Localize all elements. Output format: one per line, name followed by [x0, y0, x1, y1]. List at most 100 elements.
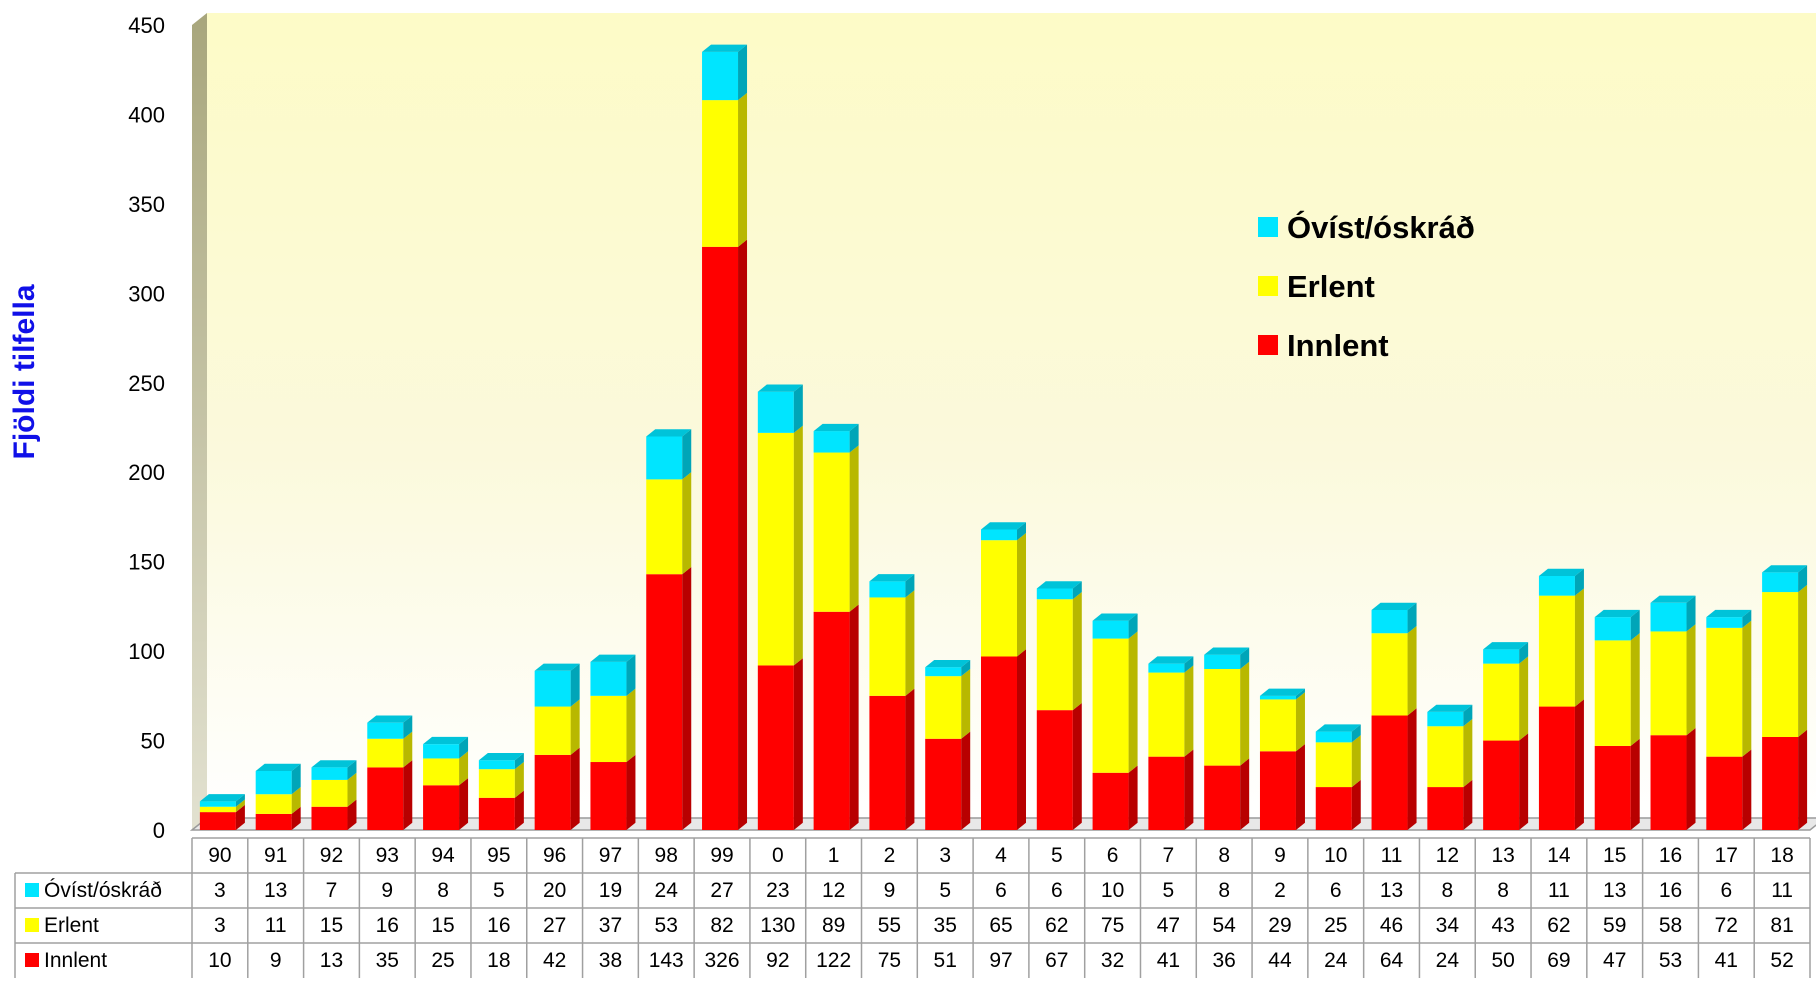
y-tick-label: 0 — [153, 818, 165, 843]
table-value: 82 — [710, 914, 733, 937]
bar-segment — [1036, 710, 1073, 830]
bar-segment-top — [813, 423, 859, 432]
table-value: 58 — [1659, 914, 1682, 937]
bar-segment — [981, 540, 1017, 657]
bar-segment — [590, 762, 627, 830]
table-value: 122 — [816, 949, 851, 972]
side-wall — [192, 13, 207, 830]
table-value: 44 — [1268, 949, 1292, 972]
bar-segment-side — [1240, 661, 1250, 766]
bar-segment-side — [403, 760, 413, 830]
table-value: 69 — [1547, 949, 1570, 972]
bar-stack — [1706, 609, 1752, 830]
table-value: 15 — [320, 914, 343, 937]
table-value: 16 — [1659, 879, 1682, 902]
bar-stack — [255, 763, 301, 830]
legend-swatch — [1258, 276, 1278, 296]
bar-stack — [1594, 609, 1640, 830]
bar-segment — [478, 760, 515, 770]
table-value: 12 — [822, 879, 845, 902]
bar-segment — [1315, 787, 1352, 830]
bar-segment-side — [1463, 779, 1473, 830]
table-value: 8 — [1497, 879, 1509, 902]
table-category: 91 — [264, 844, 287, 867]
bar-stack — [702, 44, 748, 831]
bar-segment-side — [626, 688, 636, 763]
table-value: 51 — [934, 949, 957, 972]
bar-stack — [1371, 602, 1417, 830]
bar-segment-side — [1463, 719, 1473, 788]
bar-segment-top — [925, 660, 971, 668]
bar-segment — [702, 51, 739, 101]
table-value: 52 — [1770, 949, 1793, 972]
bar-segment — [1706, 756, 1743, 830]
bar-segment — [1259, 699, 1296, 752]
table-value: 11 — [265, 914, 287, 937]
bar-segment — [534, 670, 571, 707]
bar-segment-side — [1798, 584, 1808, 737]
table-value: 6 — [1330, 879, 1342, 902]
table-value: 16 — [376, 914, 399, 937]
bars — [199, 44, 1808, 831]
bar-stack — [478, 753, 524, 830]
legend-label: Innlent — [1287, 328, 1389, 363]
bar-segment — [757, 432, 794, 666]
table-value: 7 — [326, 879, 338, 902]
bar-segment-side — [570, 699, 580, 755]
bar-stack — [1259, 688, 1305, 830]
bar-segment-side — [1072, 581, 1082, 600]
bar-segment-side — [1184, 749, 1194, 830]
table-category: 5 — [1051, 844, 1063, 867]
bar-segment-side — [1742, 609, 1752, 628]
bar-segment — [199, 806, 236, 813]
bar-segment-side — [570, 663, 580, 707]
table-value: 29 — [1268, 914, 1291, 937]
bar-segment — [590, 695, 627, 763]
bar-segment-top — [534, 663, 580, 671]
bar-stack — [534, 663, 580, 830]
bar-segment-side — [403, 715, 413, 739]
bar-segment — [1204, 669, 1241, 766]
bar-segment — [1538, 706, 1575, 830]
bar-segment — [199, 801, 236, 807]
bar-segment — [646, 436, 683, 480]
bar-segment — [702, 246, 739, 831]
y-tick-label: 300 — [128, 281, 165, 306]
bar-segment-top — [1036, 581, 1082, 589]
table-value: 3 — [214, 914, 226, 937]
legend: Óvíst/óskráð Erlent Innlent — [1258, 209, 1475, 363]
table-value: 20 — [543, 879, 566, 902]
bar-segment-side — [1295, 744, 1305, 830]
table-category: 99 — [710, 844, 733, 867]
table-category: 98 — [655, 844, 678, 867]
bar-segment-top — [1148, 656, 1194, 664]
bar-stack — [1148, 656, 1194, 830]
bar-segment — [478, 769, 515, 798]
bar-segment-side — [1574, 588, 1584, 707]
bar-segment-side — [738, 239, 748, 831]
bar-segment-top — [646, 429, 692, 437]
table-category: 12 — [1436, 844, 1459, 867]
table-value: 75 — [878, 949, 901, 972]
bar-segment-side — [1072, 702, 1082, 830]
bar-segment-top — [367, 715, 413, 723]
table-value: 6 — [1051, 879, 1063, 902]
bar-segment — [1650, 602, 1687, 632]
bar-segment-side — [514, 761, 524, 798]
bar-stack — [646, 429, 692, 830]
bar-segment — [367, 722, 404, 739]
bar-segment-side — [347, 799, 357, 830]
bar-segment-side — [459, 751, 469, 786]
bar-segment-side — [1519, 642, 1529, 664]
table-value: 13 — [264, 879, 287, 902]
table-value: 43 — [1491, 914, 1514, 937]
bar-segment — [367, 767, 404, 830]
table-value: 25 — [1324, 914, 1347, 937]
y-tick-label: 450 — [128, 13, 165, 38]
bar-segment-side — [1017, 533, 1026, 657]
bar-segment — [757, 391, 794, 433]
bar-segment — [757, 665, 794, 830]
bar-segment-side — [849, 604, 859, 830]
table-value: 9 — [884, 879, 896, 902]
bar-segment — [1483, 649, 1520, 664]
